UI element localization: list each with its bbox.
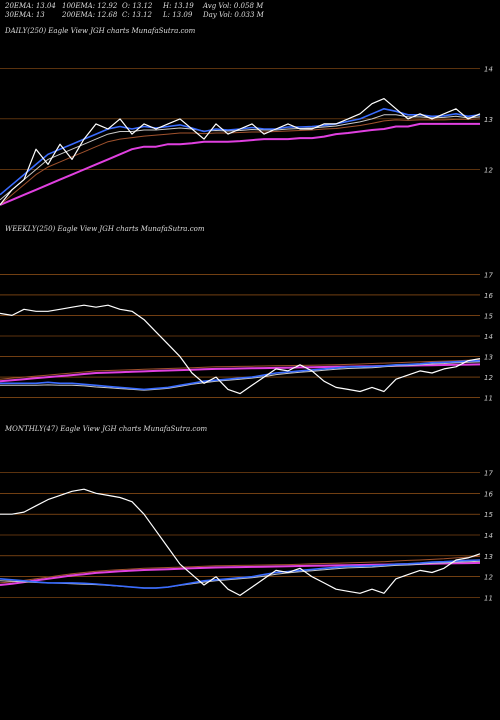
weekly-chart-title: WEEKLY(250) Eagle View JGH charts Munafa…	[5, 225, 205, 233]
series-price-line	[0, 488, 481, 597]
y-tick-11: 11	[484, 595, 493, 603]
y-tick-12: 12	[484, 374, 493, 382]
series-ema-brown-line	[0, 118, 481, 206]
y-tick-12: 12	[484, 167, 493, 175]
avg-vol-label: Avg Vol: 0.058 M	[203, 2, 264, 10]
series-ema-brown-line	[0, 555, 481, 584]
series-ema-slow-line	[0, 361, 481, 391]
y-tick-14: 14	[484, 333, 493, 341]
open-label: O: 13.12	[122, 2, 153, 10]
y-tick-15: 15	[484, 312, 493, 320]
y-tick-14: 14	[484, 65, 493, 73]
series-ema-slow-line	[0, 560, 481, 589]
series-ema-slow-line	[0, 114, 481, 201]
series-ema-brown-line	[0, 359, 481, 380]
series-ema-fast-line	[0, 108, 481, 196]
y-tick-17: 17	[484, 470, 493, 478]
y-tick-12: 12	[484, 574, 493, 582]
y-tick-11: 11	[484, 395, 493, 403]
y-tick-13: 13	[484, 354, 493, 362]
y-tick-14: 14	[484, 532, 493, 540]
monthly-chart-title: MONTHLY(47) Eagle View JGH charts Munafa…	[5, 425, 208, 433]
series-price-line	[0, 97, 481, 206]
y-tick-16: 16	[484, 490, 493, 498]
ema200-label: 200EMA: 12.68	[62, 11, 118, 19]
series-ema-fast-line	[0, 559, 481, 589]
high-label: H: 13.19	[163, 2, 194, 10]
ema20-label: 20EMA: 13.04	[5, 2, 56, 10]
series-ema-fast-line	[0, 359, 481, 391]
day-vol-label: Day Vol: 0.033 M	[203, 11, 264, 19]
y-tick-17: 17	[484, 271, 493, 279]
close-label: C: 13.12	[122, 11, 152, 19]
ema30-label: 30EMA: 13	[5, 11, 45, 19]
y-tick-16: 16	[484, 292, 493, 300]
series-magenta-line	[0, 122, 480, 206]
y-tick-15: 15	[484, 511, 493, 519]
ema100-label: 100EMA: 12.92	[62, 2, 118, 10]
y-tick-13: 13	[484, 553, 493, 561]
daily-chart-title: DAILY(250) Eagle View JGH charts MunafaS…	[5, 27, 196, 35]
y-tick-13: 13	[484, 116, 493, 124]
series-price-line	[0, 304, 481, 395]
low-label: L: 13.09	[163, 11, 193, 19]
